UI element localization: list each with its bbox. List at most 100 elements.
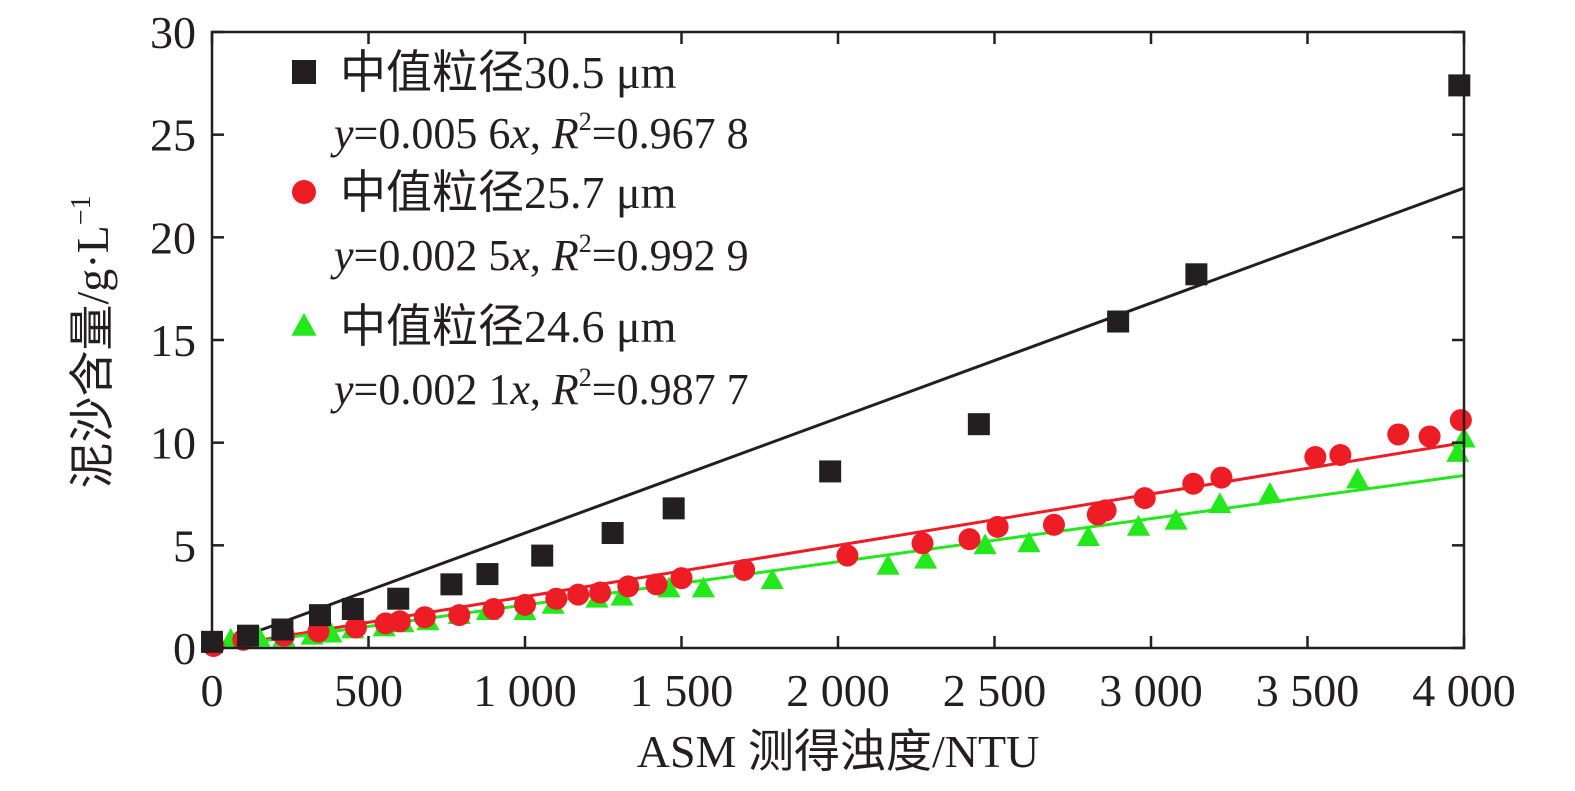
x-tick-label: 500 [334, 665, 403, 716]
equation-part: R [551, 231, 579, 280]
x-tick-label: 4 000 [1412, 665, 1516, 716]
equation-part: R [551, 109, 579, 158]
data-point-triangle [1346, 467, 1370, 489]
data-point-circle [1329, 443, 1352, 466]
y-tick-label: 0 [173, 623, 196, 674]
data-point-triangle [1164, 508, 1188, 530]
equation-r2-value: =0.992 9 [592, 231, 749, 280]
legend-fit-equation: y=0.005 6x, R2=0.967 8 [330, 107, 749, 158]
data-point-circle [344, 616, 367, 639]
data-point-triangle [1076, 525, 1100, 547]
equation-part: , [530, 109, 552, 158]
equation-part: , [530, 231, 552, 280]
legend-marker-circle [292, 180, 316, 204]
x-tick-label: 0 [201, 665, 224, 716]
data-point-circle [733, 558, 756, 581]
data-point-triangle [1208, 492, 1232, 514]
data-point-triangle [1017, 531, 1041, 553]
y-axis-title-main: 泥沙含量/g·L [67, 225, 118, 488]
data-point-circle [617, 575, 640, 598]
y-axis-title-exponent: −1 [66, 196, 97, 226]
data-point-square [308, 604, 331, 627]
data-point-square [1185, 263, 1208, 286]
legend-marker-square [292, 60, 316, 84]
equation-superscript: 2 [579, 107, 592, 136]
data-point-square [476, 563, 499, 586]
equation-part: x [509, 365, 530, 414]
x-tick-label: 1 500 [630, 665, 734, 716]
data-point-square [662, 497, 685, 520]
x-tick-label: 1 000 [473, 665, 577, 716]
data-point-circle [645, 573, 668, 596]
y-tick-label: 15 [150, 315, 196, 366]
y-tick-label: 5 [173, 520, 196, 571]
data-point-circle [545, 587, 568, 610]
data-point-circle [1042, 513, 1065, 536]
data-point-square [440, 573, 463, 596]
data-points [200, 74, 1476, 657]
y-tick-label: 20 [150, 212, 196, 263]
legend: 中值粒径30.5 μmy=0.005 6x, R2=0.967 8中值粒径25.… [291, 47, 749, 414]
data-point-square [819, 460, 842, 483]
equation-part: y [330, 365, 354, 414]
data-point-triangle [760, 568, 784, 590]
equation-superscript: 2 [579, 363, 592, 392]
data-point-circle [567, 583, 590, 606]
data-point-circle [589, 581, 612, 604]
legend-marker-triangle [291, 313, 317, 336]
data-point-square [271, 618, 294, 641]
data-point-triangle [691, 576, 715, 598]
data-point-square [341, 597, 364, 620]
y-axis-title: 泥沙含量/g·L−1 [66, 196, 118, 489]
equation-part: x [509, 231, 530, 280]
data-point-circle [836, 544, 859, 567]
equation-part: , [530, 365, 552, 414]
data-point-square [236, 624, 259, 647]
data-point-circle [482, 597, 505, 620]
data-point-circle [1133, 487, 1156, 510]
data-point-circle [413, 606, 436, 629]
x-tick-label: 3 000 [1099, 665, 1203, 716]
data-point-circle [958, 528, 981, 551]
axis-ticks [210, 30, 1466, 650]
data-point-square [967, 413, 990, 436]
equation-r2-value: =0.987 7 [592, 365, 749, 414]
equation-part: =0.005 6 [354, 109, 511, 158]
data-point-triangle [914, 547, 938, 569]
x-tick-label: 2 000 [786, 665, 890, 716]
data-point-square [601, 522, 624, 545]
legend-series-name: 中值粒径24.6 μm [340, 301, 677, 352]
equation-part: =0.002 5 [354, 231, 511, 280]
data-point-circle [448, 604, 471, 627]
data-point-circle [1387, 423, 1410, 446]
data-point-circle [1449, 409, 1472, 432]
data-point-circle [1304, 446, 1327, 469]
data-point-circle [1182, 472, 1205, 495]
data-point-square [1107, 310, 1130, 333]
equation-part: =0.002 1 [354, 365, 511, 414]
equation-part: y [330, 109, 354, 158]
data-point-circle [670, 567, 693, 590]
y-tick-label: 25 [150, 110, 196, 161]
y-tick-label: 10 [150, 418, 196, 469]
fit-line [211, 186, 1465, 650]
equation-r2-value: =0.967 8 [592, 109, 749, 158]
data-point-triangle [876, 553, 900, 575]
y-tick-label: 30 [150, 7, 196, 58]
data-point-circle [1418, 425, 1441, 448]
equation-part: R [551, 365, 579, 414]
data-point-circle [911, 532, 934, 555]
data-point-circle [514, 593, 536, 616]
data-point-circle [388, 610, 411, 633]
x-tick-label: 2 500 [943, 665, 1047, 716]
equation-superscript: 2 [579, 229, 592, 258]
data-point-circle [1210, 466, 1233, 489]
data-point-triangle [973, 533, 997, 555]
legend-series-name: 中值粒径30.5 μm [340, 47, 677, 98]
data-point-square [387, 587, 410, 610]
data-point-circle [1094, 499, 1117, 522]
data-point-square [531, 544, 554, 567]
data-point-triangle [1126, 514, 1151, 536]
legend-fit-equation: y=0.002 5x, R2=0.992 9 [330, 229, 749, 280]
